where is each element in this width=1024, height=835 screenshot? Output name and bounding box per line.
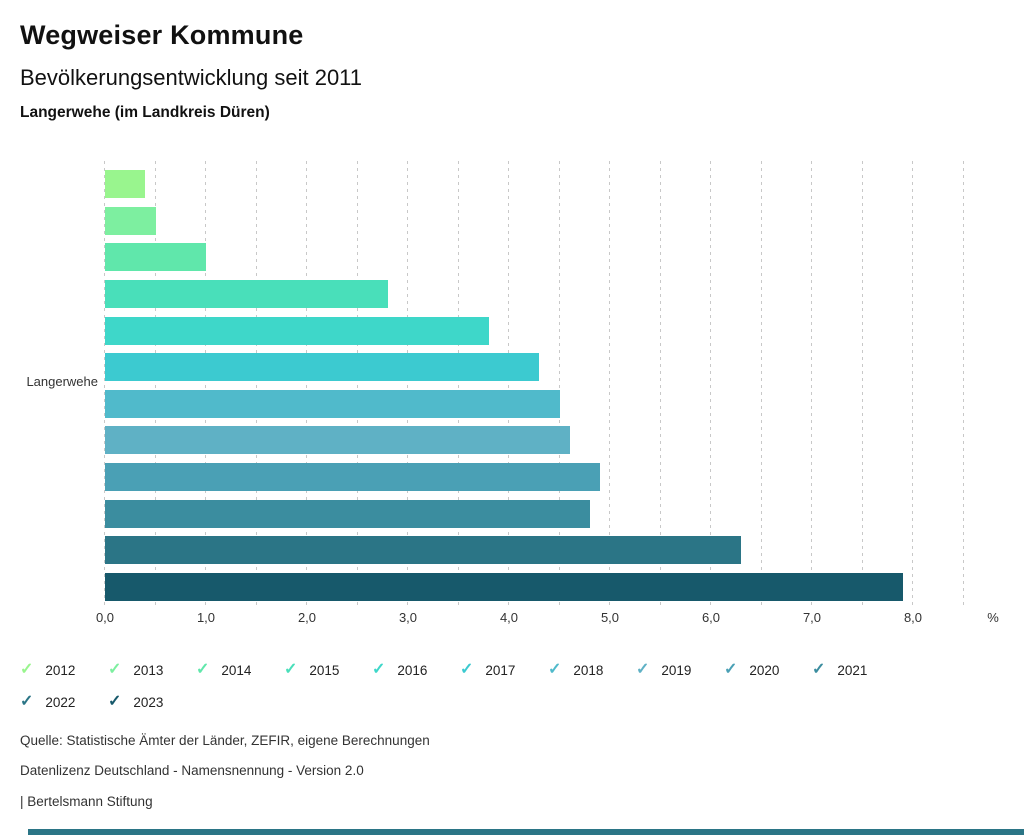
legend-item-2015[interactable]: ✓ 2015 <box>284 654 372 686</box>
gridline <box>458 161 459 608</box>
bar-2016[interactable] <box>105 317 489 345</box>
gridline <box>963 161 964 608</box>
check-icon: ✓ <box>284 661 298 678</box>
chart-legend: ✓ 2012 ✓ 2013 ✓ 2014 ✓ 2015 ✓ 2016 ✓ 2017 ✓ 2018 ✓ 2019… <box>20 654 916 718</box>
x-axis-unit-label: % <box>987 610 999 625</box>
bar-2022[interactable] <box>105 536 741 564</box>
legend-year-label: 2021 <box>837 662 868 678</box>
bar-2021[interactable] <box>105 500 590 528</box>
legend-year-label: 2016 <box>397 662 428 678</box>
legend-year-label: 2012 <box>45 662 76 678</box>
bar-2013[interactable] <box>105 207 156 235</box>
bar-2023[interactable] <box>105 573 903 601</box>
check-icon: ✓ <box>20 661 34 678</box>
x-tick-label: 5,0 <box>600 610 620 625</box>
legend-item-2021[interactable]: ✓ 2021 <box>812 654 900 686</box>
gridline <box>104 161 105 608</box>
x-axis: % 0,0 1,0 2,0 3,0 4,0 5,0 6,0 7,0 8,0 <box>96 610 1024 628</box>
bar-2018[interactable] <box>105 390 560 418</box>
gridline <box>508 161 509 608</box>
legend-year-label: 2014 <box>221 662 252 678</box>
legend-item-2014[interactable]: ✓ 2014 <box>196 654 284 686</box>
x-tick-label: 7,0 <box>802 610 822 625</box>
check-icon: ✓ <box>196 661 210 678</box>
bar-chart-plot-area <box>104 161 984 608</box>
legend-year-label: 2015 <box>309 662 340 678</box>
gridline <box>559 161 560 608</box>
y-axis-category-label: Langerwehe <box>26 374 98 389</box>
legend-year-label: 2022 <box>45 694 76 710</box>
footer-source: Quelle: Statistische Ämter der Länder, Z… <box>20 733 430 748</box>
bar-2015[interactable] <box>105 280 388 308</box>
x-tick-label: 2,0 <box>297 610 317 625</box>
legend-item-2022[interactable]: ✓ 2022 <box>20 686 108 718</box>
check-icon: ✓ <box>812 661 826 678</box>
x-tick-label: 8,0 <box>903 610 923 625</box>
gridline <box>256 161 257 608</box>
check-icon: ✓ <box>108 693 122 710</box>
x-tick-label: 0,0 <box>95 610 115 625</box>
check-icon: ✓ <box>460 661 474 678</box>
check-icon: ✓ <box>548 661 562 678</box>
legend-year-label: 2018 <box>573 662 604 678</box>
check-icon: ✓ <box>372 661 386 678</box>
legend-year-label: 2013 <box>133 662 164 678</box>
bar-2012[interactable] <box>105 170 145 198</box>
legend-year-label: 2017 <box>485 662 516 678</box>
check-icon: ✓ <box>724 661 738 678</box>
bar-2014[interactable] <box>105 243 206 271</box>
x-tick-label: 3,0 <box>398 610 418 625</box>
legend-item-2020[interactable]: ✓ 2020 <box>724 654 812 686</box>
x-tick-label: 6,0 <box>701 610 721 625</box>
gridline <box>660 161 661 608</box>
gridline <box>407 161 408 608</box>
check-icon: ✓ <box>108 661 122 678</box>
bottom-accent-bar <box>28 829 1024 835</box>
gridline <box>306 161 307 608</box>
gridline <box>912 161 913 608</box>
bar-2019[interactable] <box>105 426 570 454</box>
x-tick-label: 4,0 <box>499 610 519 625</box>
gridline <box>811 161 812 608</box>
legend-item-2016[interactable]: ✓ 2016 <box>372 654 460 686</box>
gridline <box>357 161 358 608</box>
footer-license: Datenlizenz Deutschland - Namensnennung … <box>20 763 364 778</box>
gridline <box>710 161 711 608</box>
legend-year-label: 2019 <box>661 662 692 678</box>
bar-2020[interactable] <box>105 463 600 491</box>
legend-item-2018[interactable]: ✓ 2018 <box>548 654 636 686</box>
legend-year-label: 2023 <box>133 694 164 710</box>
gridline <box>761 161 762 608</box>
chart-subtitle: Bevölkerungsentwicklung seit 2011 <box>20 65 363 90</box>
gridline <box>205 161 206 608</box>
check-icon: ✓ <box>636 661 650 678</box>
legend-item-2023[interactable]: ✓ 2023 <box>108 686 196 718</box>
x-tick-label: 1,0 <box>196 610 216 625</box>
region-label: Langerwehe (im Landkreis Düren) <box>20 104 270 121</box>
gridline <box>609 161 610 608</box>
bar-2017[interactable] <box>105 353 539 381</box>
footer-attribution: | Bertelsmann Stiftung <box>20 794 153 809</box>
check-icon: ✓ <box>20 693 34 710</box>
legend-item-2013[interactable]: ✓ 2013 <box>108 654 196 686</box>
legend-year-label: 2020 <box>749 662 780 678</box>
gridline <box>155 161 156 608</box>
gridline <box>862 161 863 608</box>
page-title: Wegweiser Kommune <box>20 20 304 50</box>
legend-item-2019[interactable]: ✓ 2019 <box>636 654 724 686</box>
legend-item-2017[interactable]: ✓ 2017 <box>460 654 548 686</box>
legend-item-2012[interactable]: ✓ 2012 <box>20 654 108 686</box>
